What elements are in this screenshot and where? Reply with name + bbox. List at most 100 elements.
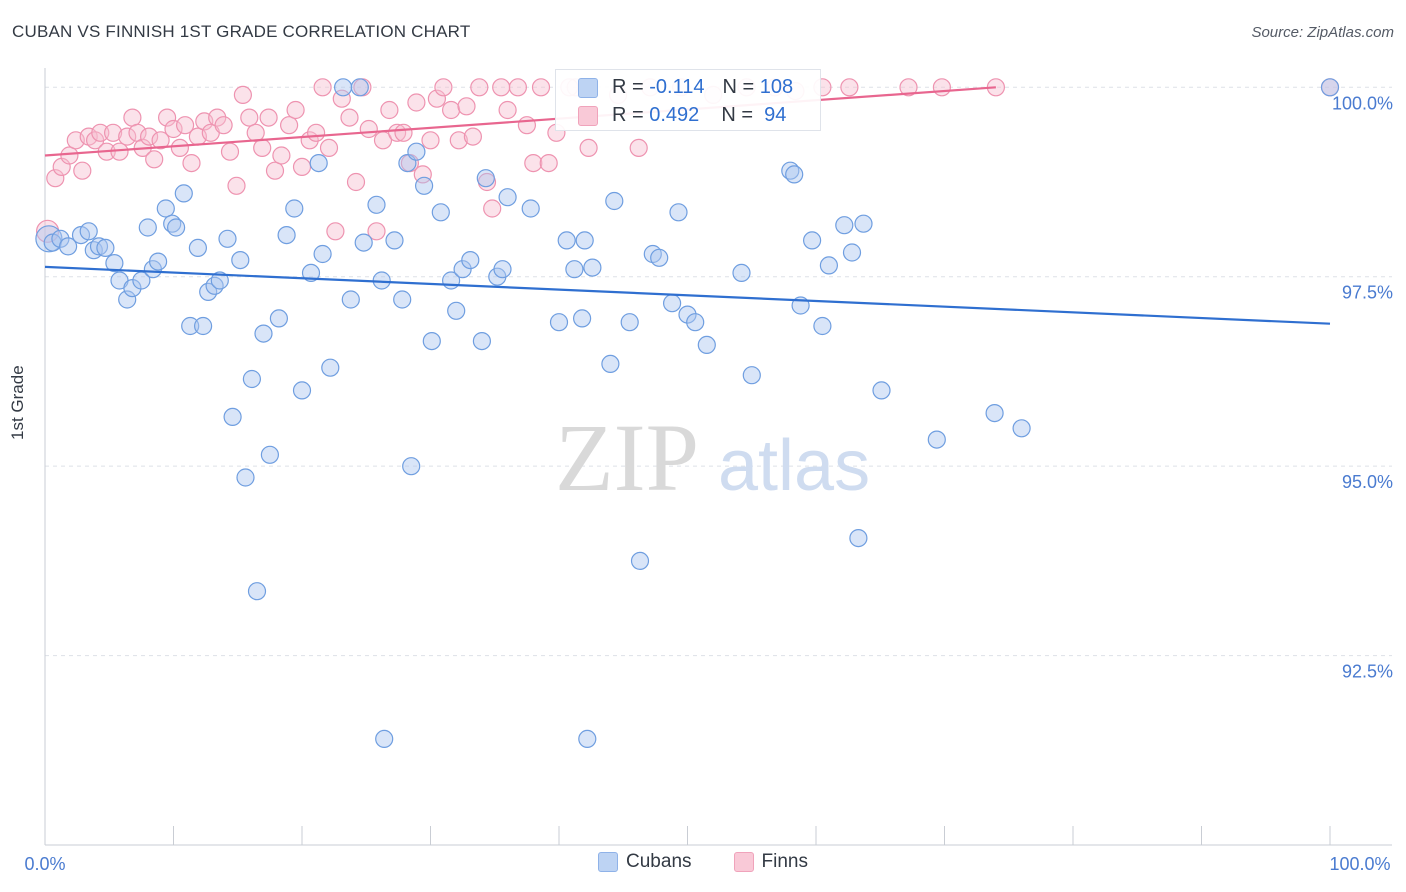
cuban-point [89,237,109,256]
cuban-point [96,238,115,257]
stats-row-cubans: R = -0.114 N = 108 [578,76,793,99]
finn-point [434,78,453,97]
finn-point [932,78,952,97]
cuban-point [174,184,193,203]
cuban-point [321,358,340,377]
legend-label-finns: Finns [761,851,808,872]
finn-point [367,222,386,241]
finn-point [214,116,233,135]
finn-point [158,108,177,127]
cuban-point [785,165,804,184]
legend-swatch-finns [733,852,754,872]
finn-point [326,222,345,241]
finn-point [463,127,482,146]
cuban-point [210,271,229,290]
cuban-point [58,237,78,256]
cuban-point [583,258,602,277]
legend-item-finns[interactable]: Finns [733,851,808,873]
finn-point [182,154,201,173]
cuban-point [835,216,854,235]
finn-point [272,146,291,165]
cuban-point [354,233,373,252]
cuban-point [669,203,688,222]
cubans-trend-line [44,265,1331,325]
finn-point [73,161,92,180]
cuban-point [620,313,639,332]
cuban-point [493,260,512,279]
finn-point [457,97,476,116]
cuban-point [578,729,597,749]
finn-point [899,78,918,97]
finn-point [286,100,305,120]
finn-point [421,131,440,150]
cuban-point [872,381,891,400]
cuban-point [1320,78,1340,97]
r-label: R = [612,104,650,126]
finn-point [227,176,246,195]
trend-lines [44,86,1331,325]
finn-point [340,108,359,127]
cuban-point [802,231,822,250]
finn-point [388,123,407,142]
cuban-point [842,243,862,262]
cuban-point [431,203,450,222]
finn-point [380,100,399,120]
watermark: ZIP atlas [555,404,870,511]
finn-point [292,157,312,176]
legend-swatch-cubans [598,852,619,872]
cuban-point [472,332,491,351]
cuban-point [678,305,697,324]
cuban-point [156,199,175,218]
chart-title: CUBAN VS FINNISH 1ST GRADE CORRELATION C… [12,22,471,41]
cuban-point [269,309,288,328]
cuban-point [1012,419,1031,438]
finn-point [449,131,468,150]
finn-point [246,123,265,142]
cuban-point [565,260,584,279]
cuban-point [521,199,540,218]
cuban-point [453,260,472,279]
finn-point [46,169,65,188]
n-label: N = [721,104,759,126]
finn-point [91,123,110,142]
finn-point [517,116,537,135]
y-axis-label: 1st Grade [8,365,27,440]
cuban-point [242,369,261,389]
finns-r-value: 0.492 [649,104,700,126]
finn-point [346,172,366,192]
cuban-point [194,316,213,336]
finn-point [60,146,79,165]
cuban-point [350,78,369,97]
finn-point [265,161,285,180]
cuban-point [367,195,386,214]
cuban-point [254,324,273,343]
finns-n-value: 94 [758,104,787,126]
cuban-point [575,231,594,250]
cuban-point [686,313,705,332]
cuban-point [697,335,716,354]
cuban-point [260,445,279,464]
cuban-point [849,528,868,548]
finn-point [313,78,332,97]
cubans-n-value: 108 [759,76,794,98]
cuban-point [422,332,441,351]
watermark-zip: ZIP [555,404,699,511]
cuban-point [218,229,237,248]
cuban-point [285,199,304,218]
cuban-point [79,222,98,241]
finn-point [307,123,326,142]
finn-point [579,138,598,157]
finn-point [531,78,551,97]
cuban-point [415,176,434,195]
cuban-point [461,251,480,270]
finn-point [151,131,170,150]
x-tick-label-0: 0.0% [24,854,65,874]
legend-item-cubans[interactable]: Cubans [598,851,692,873]
finn-point [35,219,60,243]
cuban-point [223,407,242,426]
cuban-point [650,248,669,267]
finn-point [359,119,378,139]
cuban-point [732,263,751,282]
cuban-point [393,290,412,309]
